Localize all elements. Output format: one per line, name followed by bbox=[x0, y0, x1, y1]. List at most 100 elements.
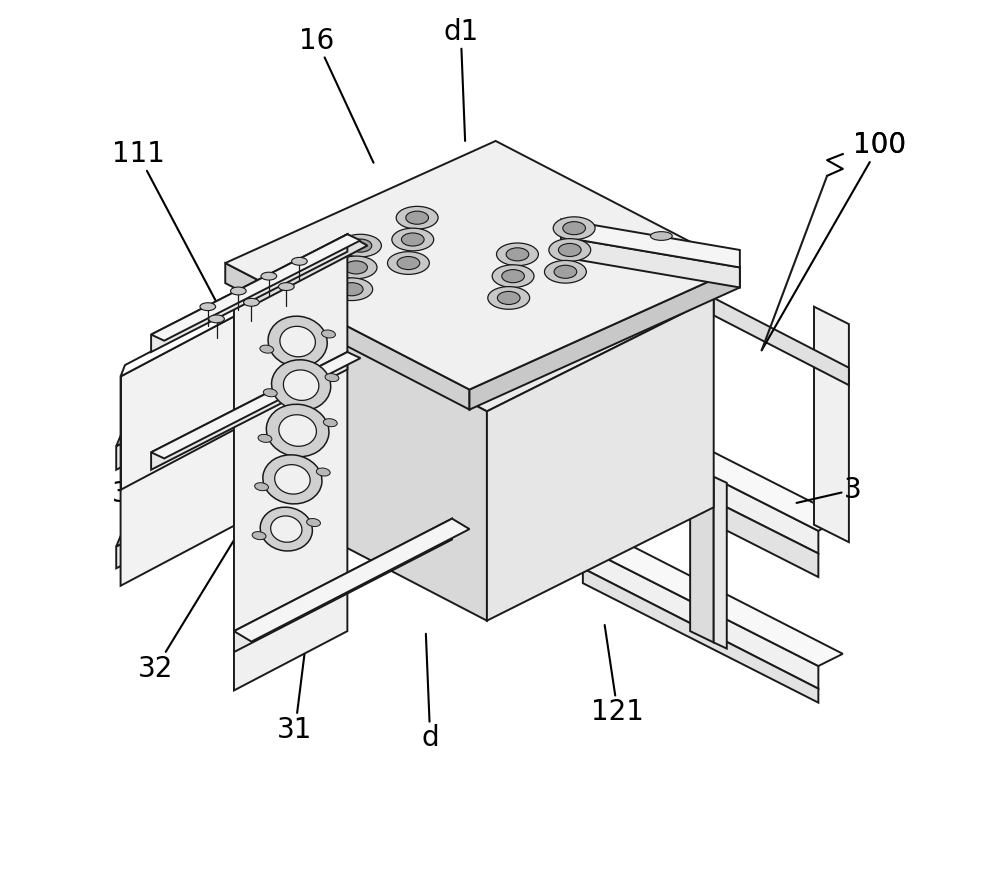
Ellipse shape bbox=[292, 257, 307, 265]
Text: 111: 111 bbox=[112, 140, 217, 302]
Polygon shape bbox=[583, 569, 818, 703]
Ellipse shape bbox=[563, 221, 585, 234]
Ellipse shape bbox=[252, 532, 266, 540]
Polygon shape bbox=[116, 468, 269, 569]
Polygon shape bbox=[234, 519, 452, 652]
Text: 3: 3 bbox=[797, 476, 862, 504]
Text: 100: 100 bbox=[853, 131, 906, 159]
Ellipse shape bbox=[284, 309, 306, 322]
Polygon shape bbox=[714, 477, 727, 648]
Text: d: d bbox=[421, 634, 439, 752]
Ellipse shape bbox=[200, 303, 216, 311]
Polygon shape bbox=[583, 534, 843, 666]
Ellipse shape bbox=[323, 418, 337, 427]
Ellipse shape bbox=[492, 265, 534, 288]
Polygon shape bbox=[116, 458, 269, 547]
Ellipse shape bbox=[279, 415, 316, 446]
Polygon shape bbox=[714, 298, 849, 385]
Polygon shape bbox=[469, 268, 740, 410]
Ellipse shape bbox=[307, 519, 320, 527]
Ellipse shape bbox=[406, 211, 428, 224]
Ellipse shape bbox=[558, 243, 581, 256]
Ellipse shape bbox=[292, 265, 315, 278]
Ellipse shape bbox=[278, 283, 294, 290]
Polygon shape bbox=[151, 352, 347, 470]
Polygon shape bbox=[234, 519, 469, 641]
Ellipse shape bbox=[497, 243, 538, 266]
Ellipse shape bbox=[544, 261, 586, 284]
Ellipse shape bbox=[268, 316, 327, 367]
Polygon shape bbox=[190, 392, 208, 532]
Ellipse shape bbox=[396, 206, 438, 229]
Polygon shape bbox=[561, 237, 740, 288]
Ellipse shape bbox=[258, 434, 272, 443]
Polygon shape bbox=[561, 220, 740, 268]
Polygon shape bbox=[225, 263, 469, 410]
Text: 121: 121 bbox=[591, 625, 644, 726]
Polygon shape bbox=[690, 466, 714, 642]
Polygon shape bbox=[234, 234, 367, 304]
Ellipse shape bbox=[288, 287, 311, 300]
Ellipse shape bbox=[553, 217, 595, 240]
Ellipse shape bbox=[271, 516, 302, 542]
Ellipse shape bbox=[387, 252, 429, 275]
Polygon shape bbox=[225, 141, 740, 389]
Ellipse shape bbox=[274, 304, 316, 326]
Ellipse shape bbox=[650, 232, 672, 241]
Ellipse shape bbox=[263, 388, 277, 396]
Ellipse shape bbox=[209, 315, 224, 323]
Ellipse shape bbox=[283, 261, 325, 284]
Ellipse shape bbox=[397, 256, 420, 270]
Ellipse shape bbox=[340, 234, 381, 257]
Ellipse shape bbox=[283, 370, 319, 401]
Ellipse shape bbox=[349, 239, 372, 252]
Ellipse shape bbox=[340, 283, 363, 296]
Ellipse shape bbox=[244, 298, 259, 306]
Polygon shape bbox=[234, 234, 347, 690]
Ellipse shape bbox=[506, 248, 529, 261]
Text: 3: 3 bbox=[112, 438, 177, 508]
Polygon shape bbox=[487, 298, 714, 620]
Text: 31: 31 bbox=[277, 590, 313, 744]
Polygon shape bbox=[814, 306, 849, 542]
Polygon shape bbox=[151, 234, 360, 340]
Ellipse shape bbox=[497, 291, 520, 304]
Polygon shape bbox=[269, 298, 487, 620]
Polygon shape bbox=[583, 547, 818, 689]
Polygon shape bbox=[151, 352, 360, 458]
Text: 32: 32 bbox=[138, 512, 251, 682]
Ellipse shape bbox=[322, 330, 335, 338]
Polygon shape bbox=[583, 411, 818, 554]
Ellipse shape bbox=[278, 283, 320, 304]
Ellipse shape bbox=[488, 287, 530, 309]
Text: 16: 16 bbox=[299, 26, 374, 163]
Ellipse shape bbox=[272, 360, 331, 410]
Ellipse shape bbox=[331, 278, 373, 300]
Polygon shape bbox=[583, 435, 818, 577]
Ellipse shape bbox=[266, 404, 329, 457]
Text: d1: d1 bbox=[443, 18, 478, 141]
Polygon shape bbox=[121, 288, 273, 376]
Ellipse shape bbox=[335, 256, 377, 279]
Polygon shape bbox=[116, 368, 269, 470]
Ellipse shape bbox=[280, 326, 315, 357]
Polygon shape bbox=[116, 356, 269, 446]
Polygon shape bbox=[151, 234, 347, 352]
Ellipse shape bbox=[401, 233, 424, 246]
Ellipse shape bbox=[554, 265, 577, 278]
Text: 100: 100 bbox=[762, 131, 906, 350]
Polygon shape bbox=[121, 298, 269, 585]
Ellipse shape bbox=[316, 468, 330, 476]
Ellipse shape bbox=[260, 345, 274, 354]
Ellipse shape bbox=[345, 261, 367, 274]
Ellipse shape bbox=[392, 228, 434, 251]
Ellipse shape bbox=[260, 507, 312, 551]
Ellipse shape bbox=[502, 270, 524, 283]
Ellipse shape bbox=[325, 374, 339, 382]
Ellipse shape bbox=[261, 272, 277, 280]
Ellipse shape bbox=[263, 455, 322, 504]
Ellipse shape bbox=[549, 239, 591, 262]
Ellipse shape bbox=[275, 465, 310, 494]
Ellipse shape bbox=[255, 483, 269, 491]
Polygon shape bbox=[269, 185, 714, 411]
